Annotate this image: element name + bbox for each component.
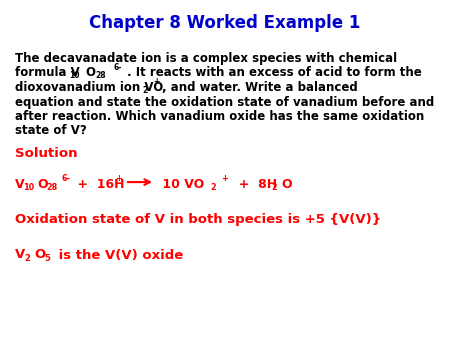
Text: is the V(V) oxide: is the V(V) oxide	[54, 248, 183, 262]
Text: , and water. Write a balanced: , and water. Write a balanced	[162, 81, 358, 94]
Text: +  16H: + 16H	[73, 178, 125, 192]
Text: 2: 2	[271, 184, 277, 192]
Text: Solution: Solution	[15, 146, 77, 160]
Text: 28: 28	[95, 71, 106, 80]
Text: formula V: formula V	[15, 67, 80, 79]
Text: O: O	[281, 178, 292, 192]
Text: +: +	[153, 77, 159, 86]
Text: 10 VO: 10 VO	[158, 178, 204, 192]
Text: 6-: 6-	[113, 63, 122, 72]
Text: 10: 10	[23, 184, 34, 192]
Text: +: +	[115, 174, 122, 184]
Text: 5: 5	[44, 254, 50, 263]
Text: +  8H: + 8H	[230, 178, 277, 192]
Text: 28: 28	[46, 184, 57, 192]
Text: +: +	[221, 174, 228, 184]
Text: O: O	[85, 67, 95, 79]
Text: 2: 2	[24, 254, 30, 263]
Text: Oxidation state of V in both species is +5 {V(V)}: Oxidation state of V in both species is …	[15, 214, 381, 226]
Text: The decavanadate ion is a complex species with chemical: The decavanadate ion is a complex specie…	[15, 52, 397, 65]
Text: 2: 2	[210, 184, 216, 192]
Text: 10: 10	[69, 71, 80, 80]
Text: O: O	[34, 248, 45, 262]
Text: O: O	[37, 178, 48, 192]
Text: V: V	[15, 248, 25, 262]
Text: 2: 2	[142, 86, 147, 95]
Text: dioxovanadium ion VO: dioxovanadium ion VO	[15, 81, 163, 94]
Text: after reaction. Which vanadium oxide has the same oxidation: after reaction. Which vanadium oxide has…	[15, 110, 424, 123]
Text: 6-: 6-	[62, 174, 71, 184]
Text: Chapter 8 Worked Example 1: Chapter 8 Worked Example 1	[89, 14, 361, 32]
Text: equation and state the oxidation state of vanadium before and: equation and state the oxidation state o…	[15, 96, 434, 108]
Text: V: V	[15, 178, 25, 192]
Text: state of V?: state of V?	[15, 124, 87, 138]
Text: . It reacts with an excess of acid to form the: . It reacts with an excess of acid to fo…	[127, 67, 422, 79]
